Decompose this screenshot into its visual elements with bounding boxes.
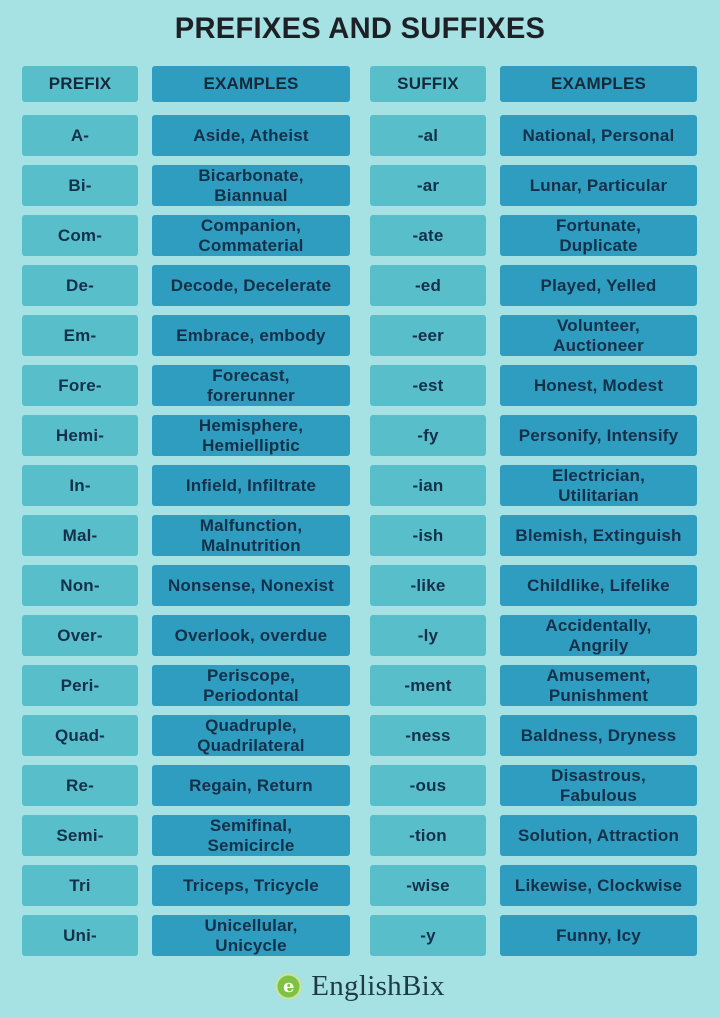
prefix-examples-cell: Regain, Return — [152, 765, 350, 806]
prefix-examples-cell: Overlook, overdue — [152, 615, 350, 656]
prefix-examples-cell: Triceps, Tricycle — [152, 865, 350, 906]
suffix-examples-cell: Lunar, Particular — [500, 165, 697, 206]
prefix-cell: Hemi- — [22, 415, 138, 456]
table-row: Semi- Semifinal, Semicircle -tion Soluti… — [22, 815, 698, 856]
prefix-cell: Em- — [22, 315, 138, 356]
table-row: Uni- Unicellular, Unicycle -y Funny, Icy — [22, 915, 698, 956]
page-title: PREFIXES AND SUFFIXES — [174, 12, 546, 45]
header-prefix-examples: EXAMPLES — [152, 66, 350, 102]
suffix-cell: -ish — [370, 515, 486, 556]
table-row: In- Infield, Infiltrate -ian Electrician… — [22, 465, 698, 506]
prefix-examples-cell: Companion, Commaterial — [152, 215, 350, 256]
suffix-examples-cell: Funny, Icy — [500, 915, 697, 956]
table-row: Quad- Quadruple, Quadrilateral -ness Bal… — [22, 715, 698, 756]
prefix-cell: Peri- — [22, 665, 138, 706]
table-row: Mal- Malfunction, Malnutrition -ish Blem… — [22, 515, 698, 556]
prefix-cell: In- — [22, 465, 138, 506]
suffix-cell: -tion — [370, 815, 486, 856]
prefix-cell: Uni- — [22, 915, 138, 956]
prefix-cell: Quad- — [22, 715, 138, 756]
prefix-examples-cell: Periscope, Periodontal — [152, 665, 350, 706]
suffix-cell: -est — [370, 365, 486, 406]
suffix-cell: -ness — [370, 715, 486, 756]
prefix-cell: A- — [22, 115, 138, 156]
prefix-examples-cell: Aside, Atheist — [152, 115, 350, 156]
prefix-examples-cell: Semifinal, Semicircle — [152, 815, 350, 856]
header-suffix-examples: EXAMPLES — [500, 66, 697, 102]
prefix-examples-cell: Hemisphere, Hemielliptic — [152, 415, 350, 456]
table-row: De- Decode, Decelerate -ed Played, Yelle… — [22, 265, 698, 306]
table-row: Com- Companion, Commaterial -ate Fortuna… — [22, 215, 698, 256]
header-suffix: SUFFIX — [370, 66, 486, 102]
suffix-examples-cell: Accidentally, Angrily — [500, 615, 697, 656]
suffix-examples-cell: Amusement, Punishment — [500, 665, 697, 706]
table-row: Peri- Periscope, Periodontal -ment Amuse… — [22, 665, 698, 706]
prefix-cell: Com- — [22, 215, 138, 256]
suffix-examples-cell: Solution, Attraction — [500, 815, 697, 856]
suffix-cell: -like — [370, 565, 486, 606]
table-body: A- Aside, Atheist -al National, Personal… — [22, 115, 698, 956]
prefix-cell: Bi- — [22, 165, 138, 206]
suffix-cell: -ment — [370, 665, 486, 706]
table-row: Hemi- Hemisphere, Hemielliptic -fy Perso… — [22, 415, 698, 456]
prefix-cell: Over- — [22, 615, 138, 656]
suffix-examples-cell: Blemish, Extinguish — [500, 515, 697, 556]
suffix-cell: -fy — [370, 415, 486, 456]
englishbix-logo-icon: e — [275, 973, 303, 1000]
prefix-cell: Mal- — [22, 515, 138, 556]
suffix-cell: -ous — [370, 765, 486, 806]
prefix-cell: Semi- — [22, 815, 138, 856]
prefix-cell: Non- — [22, 565, 138, 606]
suffix-examples-cell: Likewise, Clockwise — [500, 865, 697, 906]
suffix-cell: -ed — [370, 265, 486, 306]
prefix-examples-cell: Embrace, embody — [152, 315, 350, 356]
table-row: Re- Regain, Return -ous Disastrous, Fabu… — [22, 765, 698, 806]
suffix-examples-cell: Electrician, Utilitarian — [500, 465, 697, 506]
suffix-cell: -wise — [370, 865, 486, 906]
suffix-examples-cell: Baldness, Dryness — [500, 715, 697, 756]
suffix-cell: -al — [370, 115, 486, 156]
header-prefix: PREFIX — [22, 66, 138, 102]
suffix-examples-cell: Played, Yelled — [500, 265, 697, 306]
table-row: Non- Nonsense, Nonexist -like Childlike,… — [22, 565, 698, 606]
suffix-cell: -eer — [370, 315, 486, 356]
prefix-examples-cell: Quadruple, Quadrilateral — [152, 715, 350, 756]
table-row: A- Aside, Atheist -al National, Personal — [22, 115, 698, 156]
prefix-examples-cell: Forecast, forerunner — [152, 365, 350, 406]
prefix-examples-cell: Infield, Infiltrate — [152, 465, 350, 506]
brand-footer: e EnglishBix — [22, 970, 698, 1003]
suffix-examples-cell: Volunteer, Auctioneer — [500, 315, 697, 356]
suffix-examples-cell: Honest, Modest — [500, 365, 697, 406]
prefix-examples-cell: Bicarbonate, Biannual — [152, 165, 350, 206]
suffix-examples-cell: Personify, Intensify — [500, 415, 697, 456]
table-header-row: PREFIX EXAMPLES SUFFIX EXAMPLES — [22, 66, 698, 102]
table-row: Fore- Forecast, forerunner -est Honest, … — [22, 365, 698, 406]
suffix-examples-cell: Childlike, Lifelike — [500, 565, 697, 606]
suffix-cell: -ate — [370, 215, 486, 256]
suffix-examples-cell: Fortunate, Duplicate — [500, 215, 697, 256]
suffix-cell: -ian — [370, 465, 486, 506]
suffix-cell: -ly — [370, 615, 486, 656]
table-row: Tri Triceps, Tricycle -wise Likewise, Cl… — [22, 865, 698, 906]
suffix-cell: -y — [370, 915, 486, 956]
prefix-examples-cell: Nonsense, Nonexist — [152, 565, 350, 606]
prefix-cell: De- — [22, 265, 138, 306]
suffix-examples-cell: Disastrous, Fabulous — [500, 765, 697, 806]
table-row: Em- Embrace, embody -eer Volunteer, Auct… — [22, 315, 698, 356]
prefix-cell: Fore- — [22, 365, 138, 406]
prefix-examples-cell: Unicellular, Unicycle — [152, 915, 350, 956]
prefix-suffix-table: PREFIX EXAMPLES SUFFIX EXAMPLES A- Aside… — [22, 66, 698, 956]
suffix-cell: -ar — [370, 165, 486, 206]
brand-name: EnglishBix — [311, 970, 445, 1002]
prefix-examples-cell: Decode, Decelerate — [152, 265, 350, 306]
table-row: Bi- Bicarbonate, Biannual -ar Lunar, Par… — [22, 165, 698, 206]
prefix-examples-cell: Malfunction, Malnutrition — [152, 515, 350, 556]
prefix-cell: Re- — [22, 765, 138, 806]
prefix-cell: Tri — [22, 865, 138, 906]
suffix-examples-cell: National, Personal — [500, 115, 697, 156]
table-row: Over- Overlook, overdue -ly Accidentally… — [22, 615, 698, 656]
